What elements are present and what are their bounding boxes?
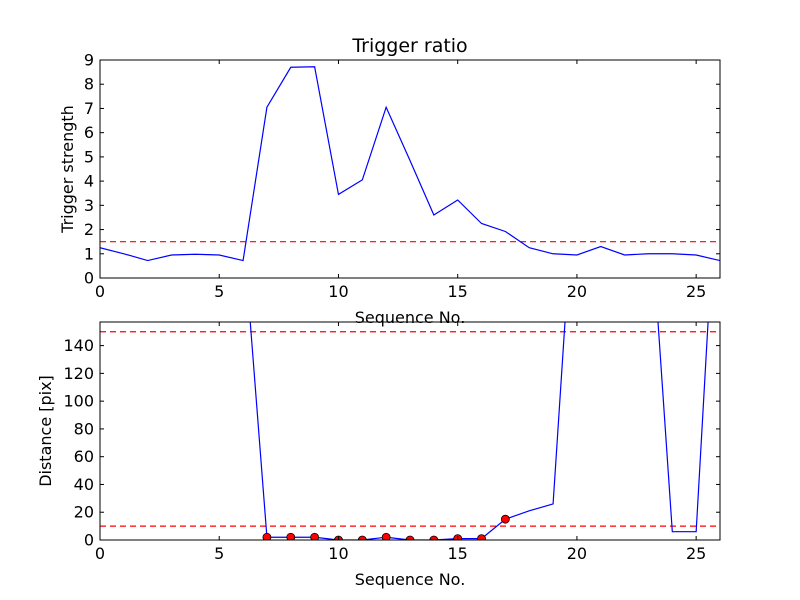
plot-area <box>100 322 720 540</box>
x-tick-label: 15 <box>448 282 468 301</box>
y-tick-label: 4 <box>84 172 94 191</box>
x-tick-label: 20 <box>567 544 587 563</box>
series-line-2 <box>657 322 709 533</box>
y-tick-label: 6 <box>84 123 94 142</box>
chart-title: Trigger ratio <box>351 35 467 57</box>
axes-frame <box>99 59 721 279</box>
y-axis-label: Distance [pix] <box>36 375 55 487</box>
y-tick-label: 60 <box>74 447 94 466</box>
y-tick-label: 0 <box>84 531 94 550</box>
y-tick-label: 9 <box>84 51 94 70</box>
y-tick-label: 7 <box>84 99 94 118</box>
y-tick-label: 120 <box>63 364 94 383</box>
y-tick-label: 8 <box>84 75 94 94</box>
axes-frame <box>99 321 721 541</box>
x-tick-label: 5 <box>214 544 224 563</box>
y-tick-label: 1 <box>84 244 94 263</box>
data-point-marker <box>477 534 486 540</box>
x-tick-label: 0 <box>95 544 105 563</box>
y-tick-label: 3 <box>84 196 94 215</box>
x-axis-label: Sequence No. <box>355 570 466 589</box>
x-axis-label: Sequence No. <box>355 308 466 327</box>
data-point-marker <box>500 514 510 524</box>
x-tick-label: 5 <box>214 282 224 301</box>
data-point-marker <box>286 532 296 540</box>
data-point-marker <box>357 535 367 540</box>
x-tick-label: 10 <box>328 282 348 301</box>
x-tick-label: 10 <box>328 544 348 563</box>
data-point-marker <box>381 532 391 540</box>
data-point-marker <box>405 535 415 540</box>
y-tick-label: 2 <box>84 220 94 239</box>
y-axis-label: Trigger strength <box>58 105 77 234</box>
data-point-marker <box>310 532 320 540</box>
y-tick-label: 0 <box>84 269 94 288</box>
data-point-marker <box>262 532 272 540</box>
y-tick-label: 140 <box>63 336 94 355</box>
y-tick-label: 100 <box>63 392 94 411</box>
series-line-1 <box>100 66 720 262</box>
y-tick-label: 40 <box>74 475 94 494</box>
x-tick-label: 20 <box>567 282 587 301</box>
series-line-1 <box>249 322 566 540</box>
x-tick-label: 15 <box>448 544 468 563</box>
y-tick-label: 20 <box>74 503 94 522</box>
x-tick-label: 25 <box>686 282 706 301</box>
y-tick-label: 80 <box>74 419 94 438</box>
axes-2: 0 5 10 15 20 25 0 20 40 60 80 100 120 140 Sequence No.… <box>36 321 721 589</box>
x-tick-label: 0 <box>95 282 105 301</box>
x-tick-label: 25 <box>686 544 706 563</box>
y-tick-label: 5 <box>84 147 94 166</box>
plot-area <box>100 66 720 262</box>
data-point-marker <box>429 535 439 540</box>
